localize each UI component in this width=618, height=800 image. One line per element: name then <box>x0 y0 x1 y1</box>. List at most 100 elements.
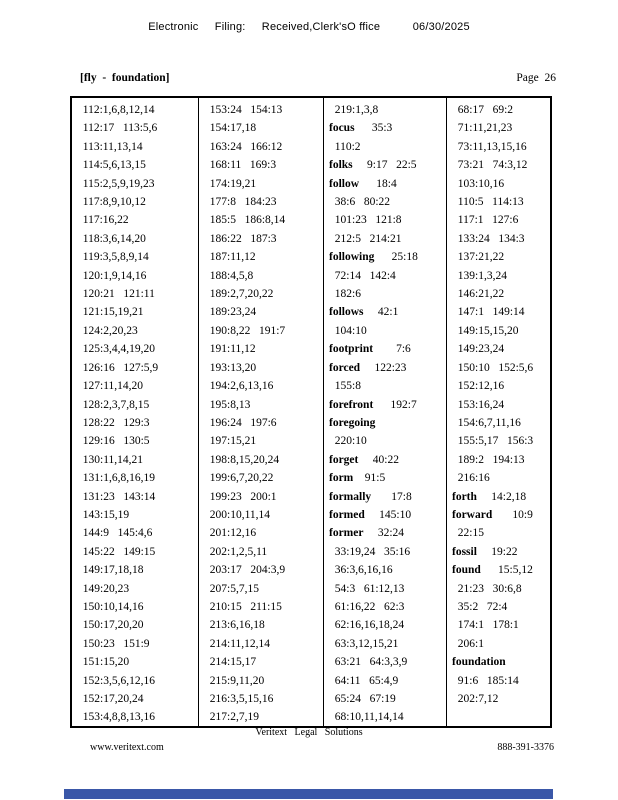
index-ref-line: 110:5 114:13 <box>452 193 549 211</box>
index-ref-line: 200:10,11,14 <box>204 506 322 524</box>
index-headword-line: forefront 192:7 <box>329 396 445 414</box>
line-references: 153:24 154:13 <box>204 104 283 116</box>
line-references: 38:6 80:22 <box>329 196 391 209</box>
index-ref-line: 119:3,5,8,9,14 <box>77 248 197 266</box>
index-ref-line: 139:1,3,24 <box>452 267 549 285</box>
index-ref-line: 137:21,22 <box>452 248 549 266</box>
index-ref-line: 149:20,23 <box>77 580 197 598</box>
index-ref-line: 214:15,17 <box>204 653 322 671</box>
index-ref-line: 73:21 74:3,12 <box>452 156 549 174</box>
line-references: 63:21 64:3,3,9 <box>329 656 408 669</box>
line-references: 149:15,15,20 <box>452 324 519 337</box>
line-references: 198:8,15,20,24 <box>204 453 280 466</box>
index-ref-line: 149:15,15,20 <box>452 322 549 340</box>
line-references: 65:24 67:19 <box>329 693 396 705</box>
index-ref-line: 63:21 64:3,3,9 <box>329 653 445 671</box>
line-references: 144:9 145:4,6 <box>77 527 153 540</box>
line-references: 214:15,17 <box>204 656 257 669</box>
index-ref-line: 121:15,19,21 <box>77 303 197 321</box>
index-ref-line: 120:21 121:11 <box>77 285 197 303</box>
index-ref-line: 216:16 <box>452 469 549 487</box>
index-ref-line: 114:5,6,13,15 <box>77 156 197 174</box>
line-references: 68:10,11,14,14 <box>329 711 404 724</box>
line-references: 190:8,22 191:7 <box>204 324 286 337</box>
line-references: 216:3,5,15,16 <box>204 693 274 705</box>
line-references: 117:16,22 <box>77 214 129 227</box>
index-ref-line: 124:2,20,23 <box>77 322 197 340</box>
line-references: 33:19,24 35:16 <box>329 545 411 558</box>
line-references: 91:6 185:14 <box>452 674 519 687</box>
line-references: 163:24 166:12 <box>204 140 283 153</box>
line-references: 152:3,5,6,12,16 <box>77 674 155 687</box>
index-ref-line: 65:24 67:19 <box>329 690 445 708</box>
index-column-2: 153:24 154:13 154:17,18 163:24 166:12 16… <box>198 98 323 726</box>
index-ref-line: 163:24 166:12 <box>204 138 322 156</box>
index-ref-line: 73:11,13,15,16 <box>452 138 549 156</box>
word-index-table: 112:1,6,8,12,14 112:17 113:5,6 113:11,13… <box>70 96 552 728</box>
line-references: 174:19,21 <box>204 177 257 190</box>
line-references: 212:5 214:21 <box>329 232 402 245</box>
line-references: 121:15,19,21 <box>77 306 144 319</box>
index-ref-line: 151:15,20 <box>77 653 197 671</box>
headword: forefront <box>329 398 374 411</box>
line-references: 35:3 <box>354 122 393 135</box>
line-references: 154:17,18 <box>204 122 257 135</box>
line-references: 145:10 <box>364 508 412 521</box>
line-references: 215:9,11,20 <box>204 674 265 687</box>
line-references: 154:6,7,11,16 <box>452 416 521 429</box>
index-ref-line: 112:17 113:5,6 <box>77 119 197 137</box>
line-references: 73:11,13,15,16 <box>452 140 527 153</box>
line-references: 150:10 152:5,6 <box>452 361 534 374</box>
index-ref-line: 185:5 186:8,14 <box>204 211 322 229</box>
line-references: 19:22 <box>476 545 518 558</box>
index-ref-line: 64:11 65:4,9 <box>329 672 445 690</box>
index-ref-line: 154:6,7,11,16 <box>452 414 549 432</box>
line-references: 15:5,12 <box>480 564 533 577</box>
index-ref-line: 62:16,16,18,24 <box>329 616 445 634</box>
line-references: 110:5 114:13 <box>452 196 524 209</box>
index-ref-line: 195:8,13 <box>204 396 322 414</box>
index-ref-line: 120:1,9,14,16 <box>77 267 197 285</box>
index-headword-line: fossil 19:22 <box>452 543 549 561</box>
line-references: 149:23,24 <box>452 343 505 356</box>
line-references: 182:6 <box>329 288 361 301</box>
line-references: 101:23 121:8 <box>329 214 402 227</box>
index-ref-line: 150:10,14,16 <box>77 598 197 616</box>
line-references: 150:10,14,16 <box>77 600 144 613</box>
line-references: 193:13,20 <box>204 361 257 374</box>
index-ref-line: 155:8 <box>329 377 445 395</box>
index-ref-line: 118:3,6,14,20 <box>77 230 197 248</box>
line-references: 195:8,13 <box>204 398 251 411</box>
index-ref-line: 154:17,18 <box>204 119 322 137</box>
index-headword-line: forth 14:2,18 <box>452 488 549 506</box>
index-ref-line: 201:12,16 <box>204 524 322 542</box>
line-references: 131:23 143:14 <box>77 490 156 503</box>
line-references: 187:11,12 <box>204 251 256 264</box>
line-references: 14:2,18 <box>476 490 527 503</box>
headword: folks <box>329 159 353 172</box>
line-references: 177:8 184:23 <box>204 196 277 209</box>
index-ref-line: 103:10,16 <box>452 175 549 193</box>
index-ref-line: 153:24 154:13 <box>204 101 322 119</box>
line-references: 64:11 65:4,9 <box>329 674 399 687</box>
index-headword-line: forward 10:9 <box>452 506 549 524</box>
line-references: 120:21 121:11 <box>77 288 155 301</box>
index-ref-line: 220:10 <box>329 432 445 450</box>
index-ref-line: 128:22 129:3 <box>77 414 197 432</box>
line-references: 139:1,3,24 <box>452 269 507 282</box>
index-headword-line: follow 18:4 <box>329 175 445 193</box>
line-references: 17:8 <box>371 490 412 503</box>
index-ref-line: 153:4,8,8,13,16 <box>77 708 197 726</box>
index-ref-line: 219:1,3,8 <box>329 101 445 119</box>
line-references: 200:10,11,14 <box>204 508 271 521</box>
index-ref-line: 191:11,12 <box>204 340 322 358</box>
line-references: 68:17 69:2 <box>452 104 514 116</box>
line-references: 104:10 <box>329 324 367 337</box>
line-references: 126:16 127:5,9 <box>77 361 159 374</box>
index-ref-line: 207:5,7,15 <box>204 580 322 598</box>
index-ref-line: 214:11,12,14 <box>204 635 322 653</box>
line-references: 201:12,16 <box>204 527 257 540</box>
index-ref-line: 130:11,14,21 <box>77 451 197 469</box>
line-references: 155:8 <box>329 380 361 393</box>
line-references: 22:15 <box>452 527 484 540</box>
